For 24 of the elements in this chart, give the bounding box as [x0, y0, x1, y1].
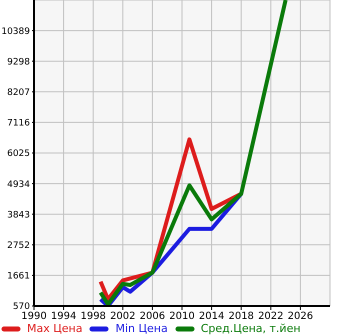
- y-tick-label: 570: [12, 302, 30, 312]
- y-tick-label: 8207: [7, 88, 30, 98]
- y-tick-label: 10389: [1, 26, 30, 37]
- y-tick-label: 7116: [7, 118, 30, 129]
- x-tick-label: 1998: [80, 311, 106, 322]
- legend-label: Min Цена: [114, 322, 168, 335]
- x-tick-label: 2014: [198, 311, 224, 322]
- legend-label: Сред.Цена, т.йен: [200, 322, 301, 335]
- x-tick-label: 2006: [140, 311, 166, 322]
- x-tick-label: 2026: [288, 311, 314, 322]
- y-tick-label: 1661: [7, 272, 30, 282]
- legend-label: Max Цена: [26, 322, 82, 335]
- x-tick-label: 1994: [50, 311, 76, 322]
- x-tick-label: 2018: [228, 311, 254, 322]
- x-tick-label: 2002: [110, 311, 136, 322]
- y-tick-label: 3843: [7, 210, 30, 220]
- y-tick-label: 6025: [7, 149, 30, 160]
- x-tick-label: 2010: [169, 311, 195, 322]
- x-tick-label: 1990: [21, 311, 47, 322]
- y-tick-label: 4934: [7, 180, 30, 190]
- y-tick-label: 2752: [7, 240, 30, 251]
- x-tick-label: 2022: [258, 311, 284, 322]
- y-tick-label: 9298: [7, 57, 30, 68]
- line-series: [98, 0, 288, 306]
